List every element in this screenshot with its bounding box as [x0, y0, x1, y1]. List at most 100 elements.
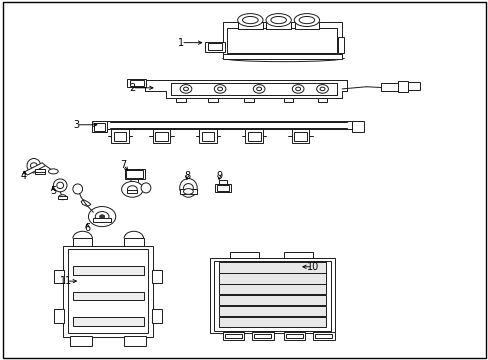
- Ellipse shape: [57, 182, 63, 189]
- Bar: [125, 169, 144, 179]
- Bar: [229, 252, 259, 258]
- Bar: [124, 336, 146, 346]
- Bar: [153, 129, 170, 143]
- Ellipse shape: [180, 85, 191, 93]
- Bar: [294, 132, 306, 141]
- Bar: [407, 82, 419, 90]
- Bar: [54, 270, 64, 283]
- Bar: [127, 190, 137, 193]
- Ellipse shape: [141, 183, 151, 193]
- Ellipse shape: [30, 163, 37, 168]
- Text: 5: 5: [50, 186, 56, 197]
- Bar: [207, 43, 221, 50]
- Bar: [152, 309, 162, 323]
- Bar: [73, 318, 143, 326]
- Ellipse shape: [127, 186, 137, 193]
- Bar: [244, 98, 254, 102]
- Bar: [247, 132, 260, 141]
- Bar: [219, 262, 325, 273]
- Text: 10: 10: [306, 262, 318, 272]
- Bar: [219, 284, 325, 294]
- Bar: [337, 37, 343, 53]
- Bar: [245, 129, 263, 143]
- Ellipse shape: [88, 207, 116, 226]
- Bar: [127, 78, 146, 87]
- Bar: [111, 129, 129, 143]
- Text: 11: 11: [61, 276, 73, 286]
- Bar: [283, 252, 312, 258]
- Bar: [68, 249, 148, 333]
- Ellipse shape: [237, 14, 263, 27]
- Ellipse shape: [100, 215, 104, 219]
- Bar: [222, 22, 341, 56]
- Text: 6: 6: [84, 223, 90, 233]
- Ellipse shape: [253, 85, 264, 93]
- Ellipse shape: [242, 17, 258, 24]
- Bar: [317, 98, 327, 102]
- Bar: [155, 132, 167, 141]
- Bar: [294, 22, 319, 29]
- Bar: [217, 185, 228, 191]
- Bar: [201, 132, 214, 141]
- Bar: [58, 196, 67, 199]
- Bar: [114, 132, 126, 141]
- Bar: [219, 295, 325, 305]
- Ellipse shape: [95, 212, 109, 222]
- Ellipse shape: [183, 184, 193, 192]
- Bar: [73, 238, 92, 246]
- Text: 7: 7: [120, 160, 126, 170]
- Ellipse shape: [299, 17, 314, 24]
- Bar: [222, 54, 341, 59]
- Bar: [73, 292, 143, 301]
- Bar: [92, 121, 107, 132]
- Bar: [93, 218, 111, 222]
- Ellipse shape: [73, 184, 82, 194]
- Bar: [351, 121, 363, 132]
- Bar: [214, 261, 330, 330]
- Bar: [227, 28, 336, 53]
- Bar: [219, 306, 325, 316]
- Bar: [35, 169, 44, 174]
- Bar: [207, 98, 217, 102]
- Bar: [283, 332, 305, 340]
- Text: 1: 1: [178, 38, 184, 48]
- Bar: [124, 238, 143, 246]
- Text: 3: 3: [73, 120, 79, 130]
- Bar: [215, 184, 230, 192]
- Bar: [126, 170, 143, 178]
- Ellipse shape: [320, 87, 325, 91]
- Bar: [219, 317, 325, 327]
- Bar: [210, 258, 334, 333]
- Bar: [152, 270, 162, 283]
- Ellipse shape: [48, 169, 58, 174]
- Text: 8: 8: [183, 171, 190, 181]
- Ellipse shape: [179, 179, 197, 197]
- Ellipse shape: [183, 87, 188, 91]
- Ellipse shape: [217, 87, 222, 91]
- Bar: [224, 334, 242, 338]
- Bar: [63, 246, 153, 337]
- Ellipse shape: [294, 14, 319, 27]
- Bar: [73, 266, 143, 275]
- Ellipse shape: [270, 17, 286, 24]
- Bar: [219, 180, 226, 184]
- Ellipse shape: [295, 87, 300, 91]
- Bar: [285, 334, 303, 338]
- Ellipse shape: [292, 85, 304, 93]
- Bar: [312, 332, 334, 340]
- Bar: [254, 334, 271, 338]
- Bar: [180, 189, 197, 194]
- Bar: [199, 129, 216, 143]
- Bar: [222, 332, 244, 340]
- Bar: [130, 80, 143, 86]
- Bar: [54, 309, 64, 323]
- Bar: [251, 332, 273, 340]
- Bar: [315, 334, 331, 338]
- Ellipse shape: [256, 87, 261, 91]
- Text: 9: 9: [216, 171, 222, 181]
- Bar: [176, 98, 185, 102]
- Bar: [70, 336, 92, 346]
- Bar: [283, 98, 293, 102]
- Ellipse shape: [265, 14, 291, 27]
- Text: 4: 4: [21, 171, 27, 181]
